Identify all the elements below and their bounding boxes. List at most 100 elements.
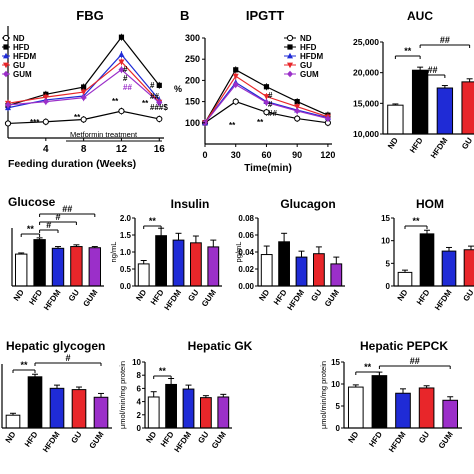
- sig-asterisk: **: [74, 113, 81, 122]
- nd-point: [80, 116, 87, 123]
- y-tick-label: 0: [386, 282, 391, 291]
- x-tick-label: GU: [417, 430, 431, 445]
- sig-hash: #: [123, 74, 128, 83]
- y-tick-label: 6: [137, 384, 142, 393]
- legend-label: ND: [13, 34, 25, 43]
- bar-hfd: [411, 69, 429, 135]
- legend-label: GU: [300, 61, 312, 70]
- legend-label: HFDM: [13, 52, 36, 61]
- gu-point: [232, 73, 239, 80]
- y-tick-label: 25,000: [353, 37, 379, 47]
- y-tick-label: 0: [336, 424, 341, 433]
- x-tick-label: 4: [43, 144, 49, 155]
- gu-point: [118, 59, 125, 66]
- bar-hfdm: [49, 387, 65, 429]
- bar-gu: [418, 387, 435, 429]
- bar-hfd: [165, 383, 177, 429]
- auc-chart: ND HFD HFDM GU 10,000 15,000 20,000 25,000 AUC **…: [353, 9, 474, 160]
- bar-gu: [71, 389, 87, 429]
- y-tick-label: 10: [381, 237, 390, 246]
- nd-point: [2, 34, 10, 42]
- x-tick-label: 60: [261, 150, 271, 160]
- x-tick-label: 90: [292, 150, 302, 160]
- bar-gum: [93, 396, 109, 429]
- x-tick-label: GU: [309, 288, 323, 303]
- gum-point: [80, 94, 87, 101]
- bar-gum: [442, 399, 459, 429]
- x-tick-label: HFD: [23, 430, 40, 449]
- x-tick-label: HFD: [27, 288, 44, 307]
- bar-hfd: [27, 376, 43, 429]
- sig-label: **: [364, 362, 372, 372]
- y-tick-label: 1.5: [120, 231, 132, 240]
- gum-point: [5, 101, 11, 109]
- x-tick-label: HFDM: [429, 136, 450, 160]
- x-tick-label: GUM: [437, 430, 455, 451]
- x-tick-label: HFDM: [387, 430, 408, 454]
- x-tick-label: GU: [69, 430, 83, 445]
- legend-label: GUM: [13, 70, 32, 79]
- sig-label: **: [20, 360, 28, 370]
- gum-point: [324, 115, 331, 122]
- gum-point: [263, 99, 270, 106]
- y-tick-label: 4: [137, 398, 142, 407]
- gum-point: [294, 107, 301, 115]
- bar-gu: [70, 246, 83, 287]
- nd-point: [263, 109, 270, 116]
- sig-label: ##: [440, 35, 450, 45]
- y-tick-label: 2.0: [120, 214, 132, 223]
- gu-point: [294, 104, 301, 110]
- bar-nd: [5, 414, 21, 429]
- x-tick-label: HFDM: [163, 288, 184, 312]
- nd-point: [42, 118, 49, 125]
- bar-nd: [147, 396, 160, 429]
- y-axis-label: ng/mL: [109, 242, 118, 263]
- gum-point: [232, 81, 239, 88]
- x-tick-label: GU: [461, 288, 474, 303]
- nd-point: [232, 98, 239, 105]
- gum-point: [42, 98, 49, 105]
- legend-label: HFD: [300, 43, 317, 52]
- x-tick-label: GUM: [81, 288, 99, 309]
- panel-letter: B: [180, 8, 189, 23]
- hfd-point: [233, 67, 239, 73]
- glycogen-chart: ND HFD HFDM GU GUM Hepatic glycogen ** #: [1, 339, 112, 454]
- sig-asterisk: **: [257, 118, 264, 127]
- legend-label: GU: [13, 61, 25, 70]
- x-tick-label: HFD: [367, 430, 384, 449]
- x-tick-label: ND: [144, 430, 158, 445]
- y-tick-label: 250: [185, 54, 200, 64]
- bar-nd: [387, 104, 404, 135]
- bar-gu: [313, 253, 325, 287]
- gum-point: [156, 99, 163, 106]
- y-tick-label: 0.0: [120, 282, 132, 291]
- x-tick-label: GU: [67, 288, 81, 303]
- bar-hfd: [155, 235, 167, 287]
- bar-gum: [207, 246, 220, 287]
- nd-point: [118, 108, 125, 115]
- gu-point: [3, 62, 9, 69]
- sig-label: ##: [410, 356, 420, 366]
- ipgtt-chart: B IPGTT 100 150 200 250 300 0 30 60 90 120 Time(min)…: [174, 8, 335, 174]
- x-tick-label: HFDM: [42, 288, 63, 312]
- x-tick-label: GUM: [323, 288, 341, 309]
- bar-nd: [14, 253, 28, 287]
- y-tick-label: 5: [336, 402, 341, 411]
- chart-title: Hepatic glycogen: [6, 339, 105, 353]
- hfd-point: [294, 99, 300, 105]
- gu-point: [263, 94, 270, 100]
- y-tick-label: 0.08: [238, 214, 254, 223]
- y-tick-label: 0.02: [238, 265, 254, 274]
- gu-point: [287, 62, 293, 69]
- x-tick-label: HFDM: [286, 288, 307, 312]
- y-tick-label: 300: [185, 33, 200, 43]
- hfd-point: [263, 84, 270, 90]
- sig-asterisk: **: [229, 121, 236, 130]
- hfdm-point: [287, 52, 293, 59]
- x-tick-label: HFDM: [173, 430, 194, 454]
- x-tick-label: GU: [460, 136, 474, 151]
- y-tick-label: 2: [137, 411, 142, 420]
- chart-title: FBG: [76, 8, 103, 23]
- chart-title: Glucagon: [280, 197, 335, 211]
